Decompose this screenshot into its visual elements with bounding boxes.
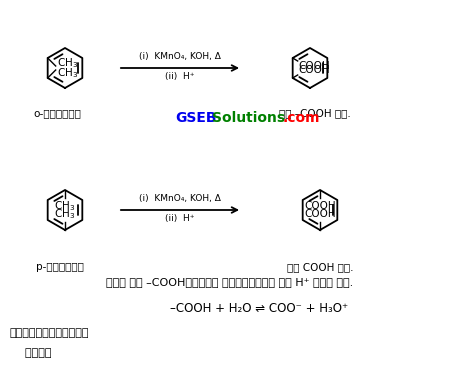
Text: p-ਝਾਯਲਿਨ: p-ਝਾਯਲਿਨ bbox=[36, 262, 84, 272]
Text: એસિડ: એસિડ bbox=[18, 348, 51, 358]
Text: Solutions: Solutions bbox=[212, 111, 285, 125]
Text: .com: .com bbox=[282, 111, 320, 125]
Text: તેઓ બે –COOHમાંથી પ્રતિઅણુ બે H⁺ આપે છે.: તેઓ બે –COOHમાંથી પ્રતિઅણુ બે H⁺ આપે છે. bbox=[99, 277, 352, 287]
Text: COOH: COOH bbox=[304, 201, 335, 211]
Text: GSEB: GSEB bbox=[175, 111, 216, 125]
Text: (ii)  H⁺: (ii) H⁺ bbox=[165, 72, 194, 82]
Text: (i)  KMnO₄, KOH, Δ: (i) KMnO₄, KOH, Δ bbox=[139, 52, 221, 62]
Text: બે COOH છે.: બે COOH છે. bbox=[286, 262, 353, 272]
Text: કાર્બોક્સિલક: કાર્બોક્સિલક bbox=[10, 328, 89, 338]
Text: COOH: COOH bbox=[298, 61, 330, 71]
Text: CH$_3$: CH$_3$ bbox=[54, 199, 75, 213]
Text: બે –COOH છે.: બે –COOH છે. bbox=[279, 108, 350, 118]
Text: COOH: COOH bbox=[298, 65, 330, 75]
Text: CH$_3$: CH$_3$ bbox=[56, 56, 78, 70]
Text: (ii)  H⁺: (ii) H⁺ bbox=[165, 214, 194, 224]
Text: –COOH + H₂O ⇌ COO⁻ + H₃O⁺: –COOH + H₂O ⇌ COO⁻ + H₃O⁺ bbox=[170, 301, 347, 315]
Text: CH$_3$: CH$_3$ bbox=[56, 66, 78, 80]
Text: o-ਝਾਯਲਿਨ: o-ਝਾਯਲਿਨ bbox=[33, 108, 81, 118]
Text: CH$_3$: CH$_3$ bbox=[54, 207, 75, 221]
Text: COOH: COOH bbox=[304, 209, 335, 219]
Text: (i)  KMnO₄, KOH, Δ: (i) KMnO₄, KOH, Δ bbox=[139, 194, 221, 204]
